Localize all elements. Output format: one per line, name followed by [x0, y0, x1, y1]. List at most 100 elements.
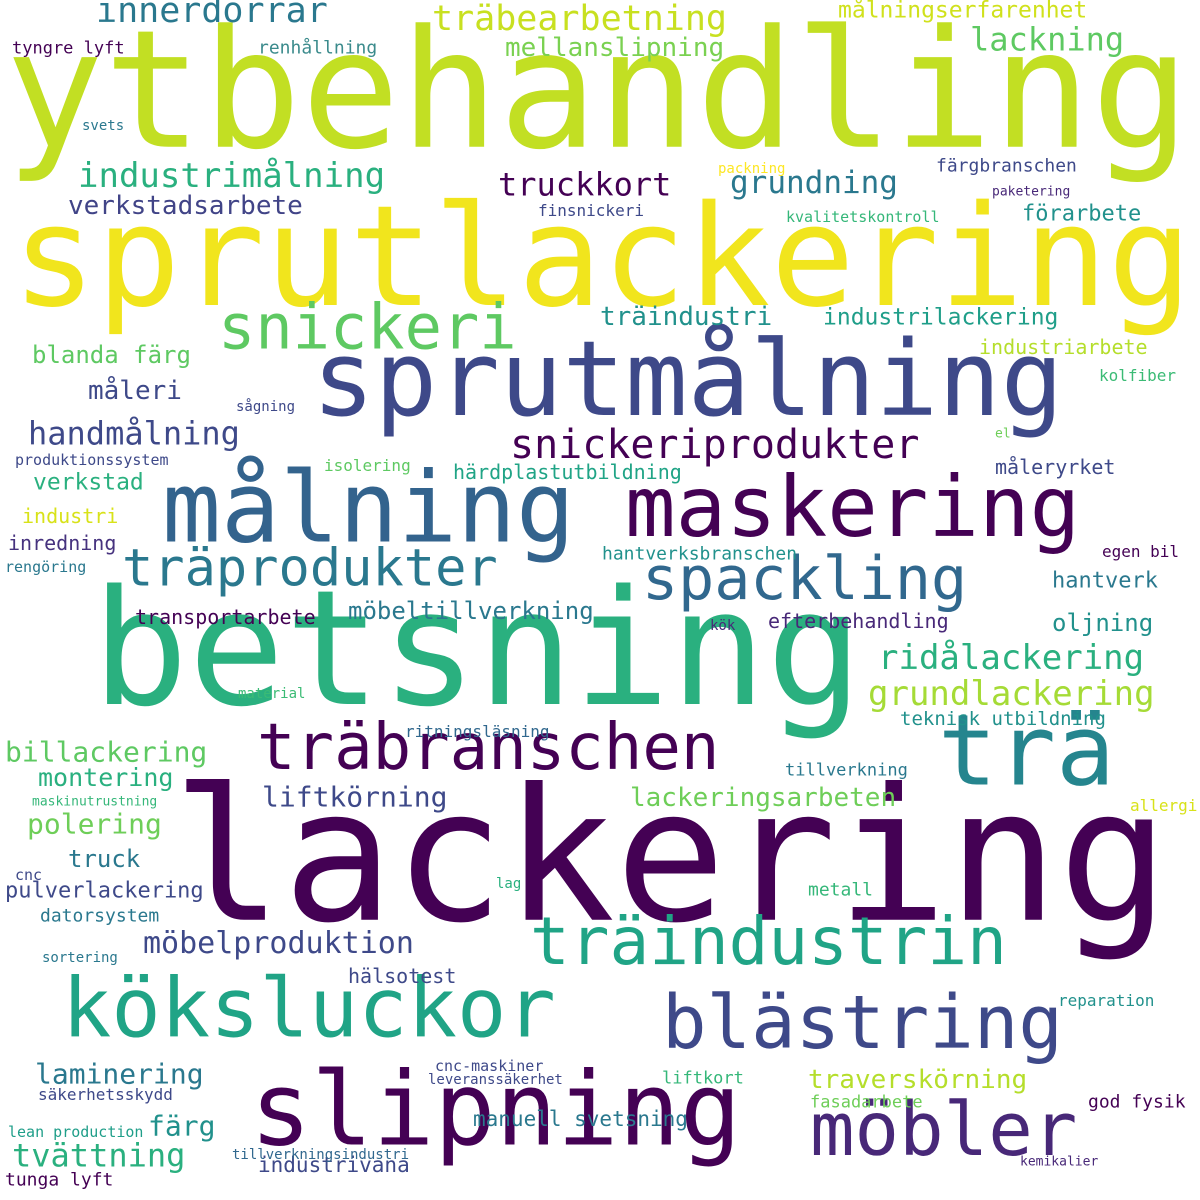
word: ytbehandling	[5, 0, 1190, 186]
word: leveranssäkerhet	[428, 1071, 563, 1088]
word: traverskörning	[808, 1065, 1028, 1096]
word: egen bil	[1102, 542, 1180, 562]
word: isolering	[324, 456, 411, 476]
word: maskering	[625, 457, 1081, 556]
word: säkerhetsskydd	[38, 1085, 173, 1105]
word: svets	[82, 117, 125, 134]
word: möbeltillverkning	[348, 596, 594, 625]
word: möbelproduktion	[143, 926, 414, 961]
word: renhållning	[258, 37, 378, 59]
word: mellanslipning	[505, 33, 725, 64]
word: cnc	[15, 866, 43, 884]
word: maskinutrustning	[32, 794, 158, 810]
word: målningserfarenhet	[838, 0, 1088, 24]
word: handmålning	[28, 414, 240, 453]
word: träbearbetning	[432, 0, 728, 39]
word: efterbehandling	[768, 609, 949, 633]
word: liftkörning	[262, 780, 448, 814]
word: allergi	[1130, 796, 1198, 816]
word: teknisk utbildning	[900, 707, 1106, 730]
word: verkstad	[33, 469, 144, 496]
word: grundlackering	[868, 673, 1155, 714]
word: pulverlackering	[5, 878, 204, 904]
word: manuell svetsning	[473, 1107, 688, 1132]
word: trä	[938, 694, 1116, 809]
word: träbranschen	[257, 710, 720, 785]
word: hantverksbranschen	[602, 543, 798, 565]
word: lag	[496, 875, 522, 892]
word: rengöring	[5, 558, 87, 576]
word: sprutlackering	[12, 176, 1193, 339]
word: hälsotest	[348, 964, 457, 988]
word: truck	[68, 844, 141, 873]
word: tunga lyft	[5, 1169, 114, 1191]
word: fasadarbete	[810, 1092, 923, 1113]
word: datorsystem	[40, 905, 160, 927]
word: industri	[22, 504, 119, 528]
word: montering	[38, 763, 174, 792]
word: träindustrin	[530, 903, 1007, 981]
word: cnc-maskiner	[435, 1057, 544, 1075]
word: material	[238, 685, 306, 702]
word: transportarbete	[135, 605, 316, 629]
word: kvalitetskontroll	[786, 208, 940, 226]
word: träprodukter	[122, 538, 498, 599]
word: träindustri	[600, 302, 773, 333]
word: tillverkningsindustri	[232, 1146, 410, 1163]
word: härdplastutbildning	[453, 460, 682, 484]
word: paketering	[992, 184, 1071, 200]
word: slipning	[250, 1050, 742, 1170]
word: lackering	[172, 749, 1169, 964]
word: snickeri	[218, 290, 517, 364]
word: hantverk	[1052, 568, 1158, 594]
word: laminering	[35, 1057, 204, 1091]
word: tyngre lyft	[12, 38, 125, 59]
word: måleri	[88, 376, 182, 407]
word: finsnickeri	[538, 201, 644, 221]
word: lean production	[8, 1123, 144, 1141]
word: metall	[808, 879, 874, 901]
word: möbler	[810, 1086, 1078, 1173]
word: färg	[148, 1109, 216, 1143]
word: tvättning	[12, 1136, 186, 1175]
word: grundning	[730, 165, 898, 202]
word: sortering	[42, 949, 118, 966]
word: industrimålning	[78, 155, 386, 196]
word: betsning	[92, 555, 863, 742]
word: sågning	[236, 398, 296, 415]
word: måleryrket	[995, 455, 1116, 479]
word: truckkort	[498, 165, 672, 204]
word: polering	[27, 807, 162, 841]
word: billackering	[5, 735, 208, 769]
word: industrilackering	[823, 304, 1059, 331]
word: tillverkning	[785, 760, 908, 781]
word: industrivana	[258, 1153, 410, 1178]
word: produktionssystem	[15, 451, 169, 469]
word: inredning	[8, 531, 117, 555]
word: packning	[718, 160, 786, 177]
word: målning	[162, 451, 576, 566]
word: köksluckor	[62, 961, 556, 1057]
word: reparation	[1058, 991, 1155, 1011]
word: kemikalier	[1020, 1154, 1099, 1170]
word: industriarbete	[979, 335, 1148, 359]
word: färgbranschen	[936, 155, 1077, 177]
word: ridålackering	[878, 637, 1145, 678]
word: verkstadsarbete	[68, 191, 303, 222]
word: spackling	[642, 544, 968, 614]
word: god fysik	[1088, 1091, 1186, 1113]
word: liftkort	[662, 1068, 744, 1089]
word: lackeringsarbeten	[630, 783, 897, 814]
word: blästring	[662, 979, 1063, 1066]
word: oljning	[1052, 608, 1154, 637]
word: förarbete	[1022, 201, 1142, 227]
word: blanda färg	[32, 340, 191, 369]
word: snickeriprodukter	[510, 422, 920, 468]
word: kök	[710, 617, 736, 634]
word: lackning	[970, 20, 1125, 59]
word: innerdörrar	[96, 0, 328, 31]
word: el	[995, 426, 1011, 442]
word: ritningsläsning	[405, 722, 550, 742]
word: sprutmålning	[312, 317, 1064, 440]
